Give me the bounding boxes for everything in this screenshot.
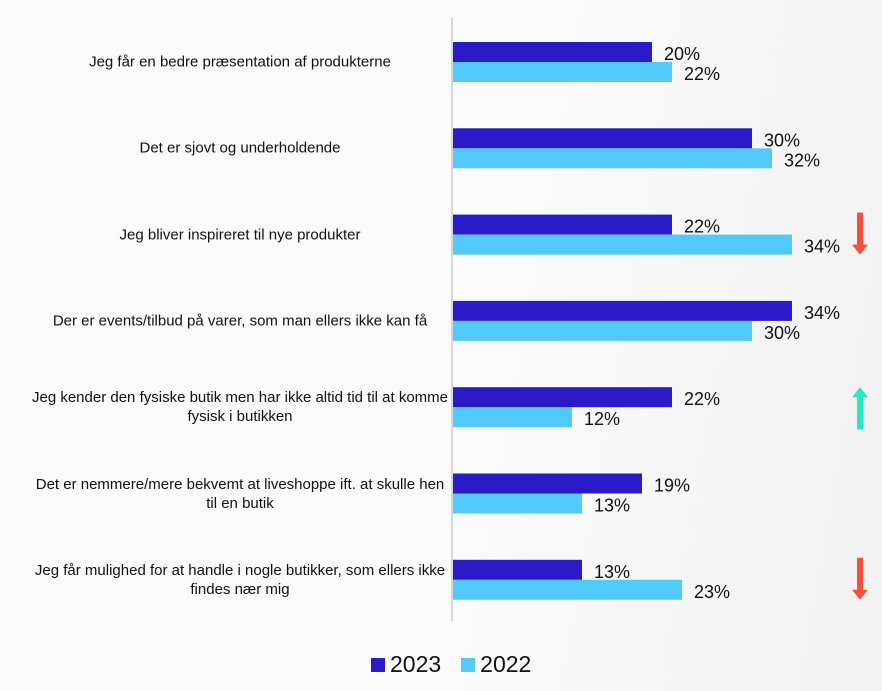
bar-2023 [453, 300, 792, 321]
bar-2023 [453, 559, 582, 580]
category-label: Jeg bliver inspireret til nye produkter [119, 226, 361, 244]
category-label: Det er sjovt og underholdende [139, 139, 341, 157]
bar-2022 [453, 234, 792, 255]
data-label-2022: 12% [584, 409, 620, 429]
data-label-2022: 23% [694, 582, 730, 602]
bar-2022 [453, 493, 582, 514]
legend-item-2023[interactable]: 2023 [371, 651, 441, 678]
legend-item-2022[interactable]: 2022 [461, 651, 531, 678]
data-label-2023: 22% [684, 389, 720, 409]
bar-2022 [453, 320, 752, 341]
legend-label-2023: 2023 [390, 651, 442, 677]
data-label-2023: 30% [764, 130, 800, 150]
legend-swatch-2022 [461, 657, 476, 672]
category-label: Der er events/tilbud på varer, som man e… [52, 312, 428, 330]
data-label-2023: 13% [594, 562, 630, 582]
bar-2023 [453, 214, 672, 235]
category-label: Jeg kender den fysiske butik men har ikk… [31, 389, 449, 426]
data-label-2022: 34% [804, 237, 840, 257]
arrow-down-icon [852, 212, 868, 255]
data-label-2023: 22% [684, 217, 720, 237]
category-label: Jeg får en bedre præsentation af produkt… [89, 53, 391, 71]
bar-2022 [453, 407, 572, 428]
bar-2023 [453, 473, 642, 494]
data-label-2023: 34% [804, 303, 840, 323]
legend-label-2022: 2022 [480, 651, 532, 677]
arrow-down-icon [852, 557, 868, 600]
legend: 2023 2022 [371, 651, 551, 678]
bar-2023 [453, 387, 672, 408]
category-label: Det er nemmere/mere bekvemt at liveshopp… [35, 475, 445, 512]
bar-2022 [453, 148, 772, 169]
arrow-up-icon [852, 387, 868, 430]
data-label-2022: 13% [594, 496, 630, 516]
data-label-2023: 20% [664, 44, 700, 64]
bar-2022 [453, 579, 682, 600]
bar-2023 [453, 42, 652, 62]
data-label-2022: 32% [784, 150, 820, 170]
bar-2022 [453, 62, 672, 82]
bar-2023 [453, 128, 752, 149]
category-label: Jeg får mulighed for at handle i nogle b… [34, 561, 446, 598]
legend-swatch-2023 [371, 657, 385, 672]
data-label-2022: 30% [764, 323, 800, 343]
data-label-2023: 19% [654, 476, 690, 496]
data-label-2022: 22% [684, 64, 720, 84]
